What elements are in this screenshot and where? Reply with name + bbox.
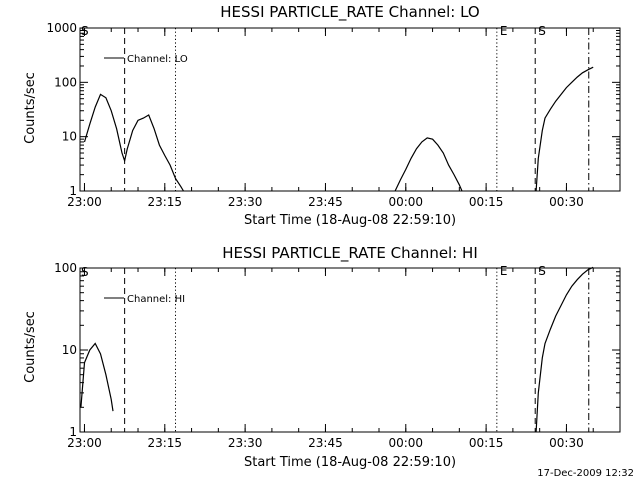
footer-timestamp: 17-Dec-2009 12:32: [537, 468, 634, 479]
x-tick-label: 00:00: [388, 436, 423, 450]
y-tick-label: 1: [69, 425, 77, 439]
x-tick-label: 00:30: [549, 436, 584, 450]
x-tick-label: 23:15: [147, 195, 182, 209]
time-marker-label: S: [538, 264, 546, 278]
x-axis-label: Start Time (18-Aug-08 22:59:10): [244, 455, 456, 470]
x-tick-label: 00:15: [469, 436, 504, 450]
x-tick-label: 23:00: [67, 195, 102, 209]
plot-frame: [79, 267, 621, 433]
x-tick-label: 23:45: [308, 436, 343, 450]
x-tick-label: 23:15: [147, 436, 182, 450]
y-axis-label: Counts/sec: [23, 72, 38, 144]
y-tick-label: 10: [62, 130, 77, 144]
panel-lo: HESSI PARTICLE_RATE Channel: LO Start Ti…: [23, 3, 621, 228]
x-tick-label: 00:00: [388, 195, 423, 209]
y-tick-label: 100: [54, 261, 77, 275]
x-tick-label: 00:15: [469, 195, 504, 209]
x-tick-label: 23:00: [67, 436, 102, 450]
legend-label: Channel: LO: [127, 54, 188, 65]
time-marker-label: S: [538, 24, 546, 38]
series-line: [394, 137, 463, 192]
x-tick-label: 00:30: [549, 195, 584, 209]
x-tick-label: 23:30: [228, 436, 263, 450]
series-line: [83, 93, 185, 192]
chart-title: HESSI PARTICLE_RATE Channel: HI: [222, 244, 478, 263]
y-axis-label: Counts/sec: [23, 311, 38, 383]
legend-label: Channel: HI: [127, 294, 185, 305]
series-line: [535, 66, 594, 192]
y-tick-label: 1000: [46, 21, 77, 35]
plot-frame: [79, 27, 621, 192]
time-marker-label: E: [500, 24, 508, 38]
y-tick-label: 10: [62, 343, 77, 357]
time-marker-label: E: [500, 264, 508, 278]
x-tick-label: 23:45: [308, 195, 343, 209]
x-tick-label: 23:30: [228, 195, 263, 209]
chart-title: HESSI PARTICLE_RATE Channel: LO: [220, 3, 479, 22]
series-line: [80, 342, 114, 412]
panel-hi: HESSI PARTICLE_RATE Channel: HI Start Ti…: [23, 244, 621, 470]
y-tick-label: 1: [69, 184, 77, 198]
y-tick-label: 100: [54, 75, 77, 89]
x-axis-label: Start Time (18-Aug-08 22:59:10): [244, 213, 456, 228]
series-line: [535, 266, 594, 433]
